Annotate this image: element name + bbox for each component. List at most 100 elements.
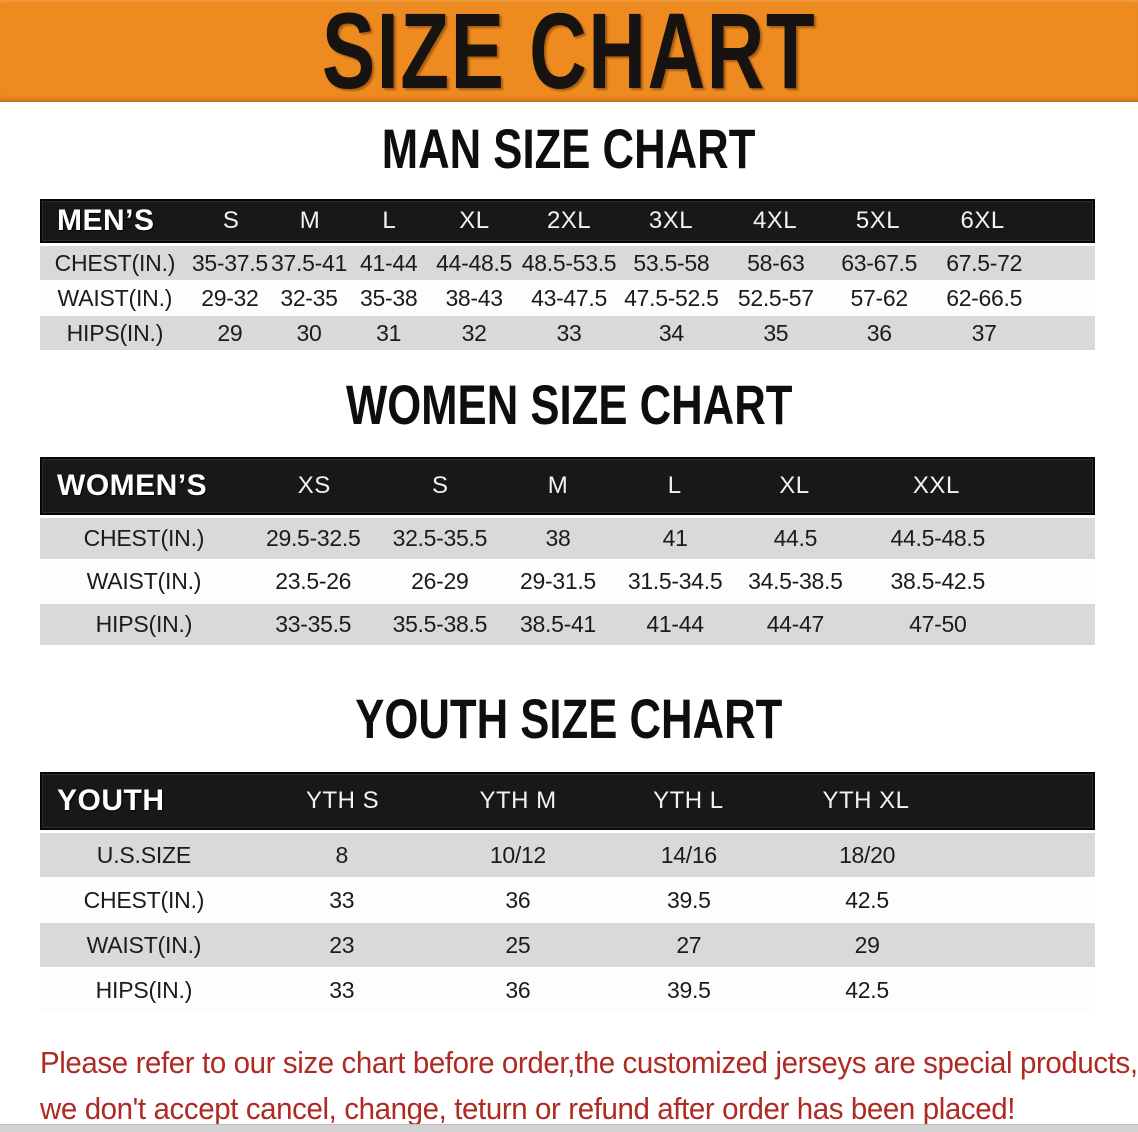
row-label: U.S.SIZE	[96, 841, 192, 868]
size-value: 36	[505, 886, 531, 913]
size-value: 37	[971, 319, 997, 346]
size-row: WAIST(IN.) 29-32 32-35 35-38 38-43 43-47.5 47.…	[40, 281, 1095, 315]
row-label: CHEST(IN.)	[83, 886, 205, 913]
women-section: WOMEN SIZE CHART WOMEN’S XS S M L XL XXL CHEST(…	[0, 373, 1138, 645]
column-header: YTH M	[479, 787, 557, 814]
youth-section: YOUTH SIZE CHART YOUTH YTH S YTH M YTH L YTH…	[0, 687, 1138, 1012]
size-row: HIPS(IN.) 33 36 39.5 42.5	[40, 968, 1095, 1012]
table-header-row: MEN’S S M L XL 2XL 3XL 4XL 5XL 6XL	[40, 199, 1095, 243]
size-value: 29	[854, 931, 880, 958]
size-value: 38.5-41	[520, 611, 596, 637]
column-header: L	[667, 472, 682, 499]
size-value: 42.5	[845, 886, 889, 913]
youth-size-table: YOUTH YTH S YTH M YTH L YTH XL U.S.SIZE 8 10/12…	[40, 772, 1095, 1012]
size-value: 29-31.5	[520, 568, 596, 594]
size-value: 48.5-53.5	[521, 249, 617, 276]
size-value: 41-44	[646, 611, 704, 637]
column-header: S	[432, 472, 449, 499]
men-section: MAN SIZE CHART MEN’S S M L XL 2XL 3XL 4XL 5XL 6XL…	[0, 117, 1138, 350]
size-row: CHEST(IN.) 35-37.5 37.5-41 41-44 44-48.5 48.5…	[40, 246, 1095, 280]
size-value: 44.5	[773, 525, 818, 551]
size-value: 52.5-57	[737, 284, 814, 311]
size-value: 62-66.5	[946, 284, 1023, 311]
size-value: 32-35	[280, 284, 338, 311]
column-header: L	[382, 207, 397, 234]
men-section-heading: MAN SIZE CHART	[0, 117, 1138, 180]
size-value: 37.5-41	[271, 249, 347, 276]
size-value: 36	[866, 319, 892, 346]
row-label: HIPS(IN.)	[66, 319, 164, 346]
women-heading-text: WOMEN SIZE CHART	[345, 373, 793, 436]
women-section-heading: WOMEN SIZE CHART	[0, 373, 1138, 436]
size-value: 41	[662, 525, 688, 551]
column-header: 6XL	[960, 207, 1005, 234]
size-value: 35	[763, 319, 789, 346]
men-heading-text: MAN SIZE CHART	[382, 117, 756, 180]
column-header: 4XL	[752, 207, 798, 234]
size-value: 38	[545, 525, 571, 551]
size-row: CHEST(IN.) 29.5-32.5 32.5-35.5 38 41 44.5 44.5…	[40, 518, 1095, 559]
row-label: CHEST(IN.)	[83, 525, 205, 551]
size-value: 44-47	[766, 611, 825, 637]
banner: SIZE CHART	[0, 0, 1138, 105]
table-header-row: YOUTH YTH S YTH M YTH L YTH XL	[40, 772, 1095, 830]
size-value: 39.5	[667, 886, 711, 913]
size-value: 35.5-38.5	[392, 611, 488, 637]
column-header: XXL	[912, 472, 960, 499]
size-value: 23	[329, 931, 355, 958]
size-row: HIPS(IN.) 33-35.5 35.5-38.5 38.5-41 41-44 44-…	[40, 604, 1095, 645]
size-row: WAIST(IN.) 23 25 27 29	[40, 923, 1095, 967]
size-value: 29.5-32.5	[265, 525, 361, 551]
column-header: 5XL	[855, 207, 901, 234]
size-value: 39.5	[667, 976, 711, 1003]
youth-heading-text: YOUTH SIZE CHART	[355, 687, 783, 750]
size-value: 57-62	[850, 284, 909, 311]
column-header: M	[547, 472, 569, 499]
size-value: 38-43	[445, 284, 503, 311]
size-value: 67.5-72	[946, 249, 1023, 276]
youth-section-heading: YOUTH SIZE CHART	[0, 687, 1138, 750]
column-header: S	[222, 207, 240, 234]
size-value: 31.5-34.5	[627, 568, 723, 594]
column-header: YTH L	[653, 787, 724, 814]
size-value: 23.5-26	[275, 568, 352, 594]
size-value: 8	[335, 841, 348, 868]
row-label: WAIST(IN.)	[86, 931, 202, 958]
women-size-table: WOMEN’S XS S M L XL XXL CHEST(IN.) 29.5-32.5 32.5…	[40, 457, 1095, 645]
size-value: 43-47.5	[531, 284, 607, 311]
size-value: 58-63	[747, 249, 805, 276]
column-header: M	[299, 207, 321, 234]
size-row: HIPS(IN.) 29 30 31 32 33 34 35 36 37	[40, 316, 1095, 350]
size-value: 35-38	[359, 284, 418, 311]
row-label: HIPS(IN.)	[95, 976, 193, 1003]
note-line-1: Please refer to our size chart before or…	[40, 1045, 1138, 1080]
size-value: 33	[556, 319, 582, 346]
size-value: 35-37.5	[191, 249, 268, 276]
size-row: CHEST(IN.) 33 36 39.5 42.5	[40, 878, 1095, 922]
column-header: YTH S	[305, 787, 380, 814]
size-value: 10/12	[489, 841, 546, 868]
size-value: 25	[505, 931, 531, 958]
size-row: U.S.SIZE 8 10/12 14/16 18/20	[40, 833, 1095, 877]
men-size-table: MEN’S S M L XL 2XL 3XL 4XL 5XL 6XL CHEST(IN.) 35-37…	[40, 199, 1095, 350]
size-value: 38.5-42.5	[890, 568, 986, 594]
table-header-row: WOMEN’S XS S M L XL XXL	[40, 457, 1095, 515]
column-header: 3XL	[648, 207, 694, 234]
note-line-2: we don't accept cancel, change, teturn o…	[40, 1091, 1016, 1126]
table-header-label: YOUTH	[57, 784, 165, 817]
size-value: 33	[329, 976, 355, 1003]
table-header-label: WOMEN’S	[57, 469, 208, 502]
size-value: 44-48.5	[436, 249, 513, 276]
size-value: 31	[376, 319, 402, 346]
table-header-label: MEN’S	[57, 204, 155, 237]
row-label: WAIST(IN.)	[57, 284, 173, 311]
size-value: 14/16	[660, 841, 717, 868]
size-value: 27	[676, 931, 702, 958]
column-header: XL	[779, 472, 810, 499]
size-value: 36	[505, 976, 531, 1003]
row-label: WAIST(IN.)	[86, 568, 202, 594]
size-value: 53.5-58	[633, 249, 710, 276]
size-value: 18/20	[839, 841, 896, 868]
bottom-strip	[0, 1124, 1138, 1132]
